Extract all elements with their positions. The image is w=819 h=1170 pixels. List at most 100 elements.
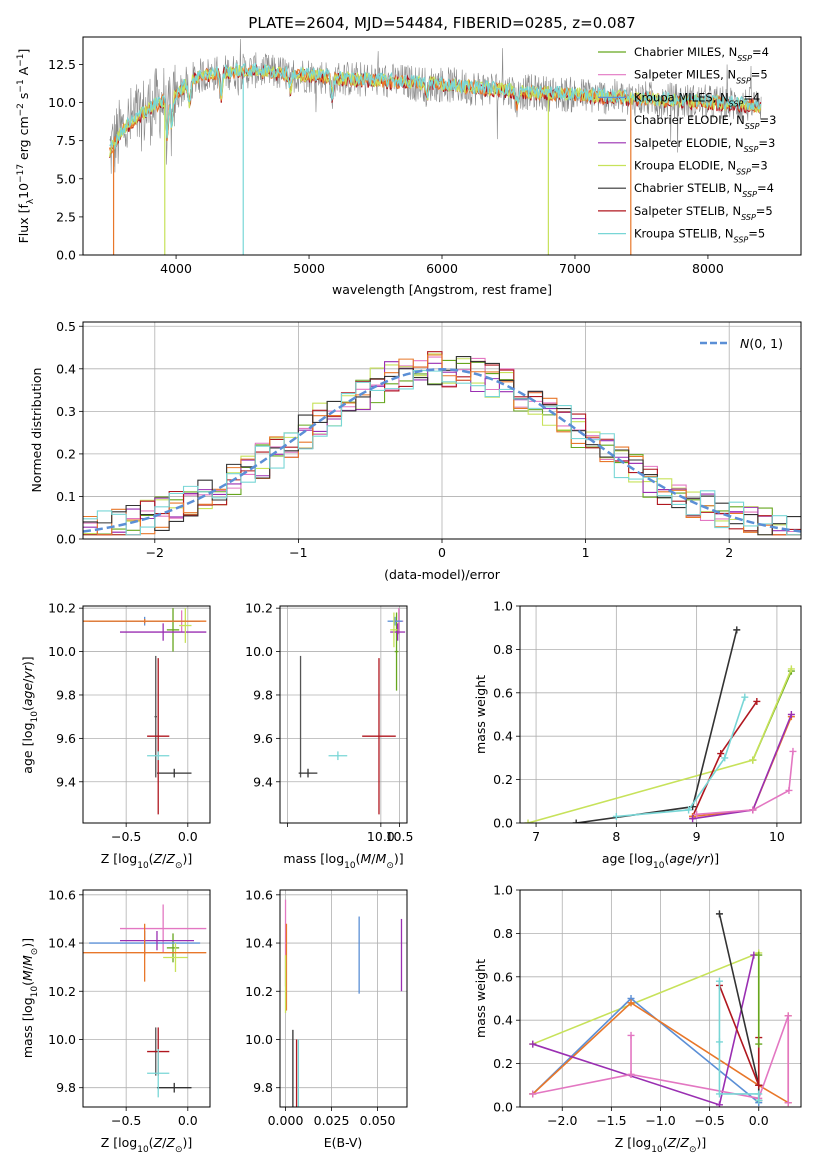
- x-tick-label: 1: [582, 545, 590, 560]
- y-tick-label: 0.4: [493, 729, 513, 744]
- data-marker: [529, 1040, 537, 1048]
- grid: [83, 606, 210, 823]
- data-marker: [785, 786, 793, 794]
- mass-vs-ebv-panel: 0.000 0.025 0.050 9.8 10.0 10.2 10.4 10.6 E(B-V): [245, 887, 408, 1150]
- plot-area: [524, 626, 797, 823]
- data-marker: [741, 693, 749, 701]
- y-tick-label: 10.2: [48, 984, 76, 999]
- label-part: )]: [709, 851, 719, 866]
- y-tick-label: 10.0: [48, 1032, 76, 1047]
- x-tick-label: 0.025: [314, 1113, 350, 1128]
- label-part: /: [20, 678, 35, 683]
- x-tick-label: 10.5: [386, 829, 414, 844]
- label-part: yr: [696, 851, 710, 866]
- x-axis-label: wavelength [Angstrom, rest frame]: [332, 282, 552, 297]
- x-tick-label: 0.050: [360, 1113, 396, 1128]
- label-part: M: [20, 955, 35, 966]
- x-tick-label: 6000: [426, 261, 458, 276]
- label-part: 10: [30, 986, 40, 998]
- y-tick-label: 10.2: [48, 601, 76, 616]
- x-tick-label: −0.5: [111, 829, 141, 844]
- legend-label: Kroupa STELIB, NSSP=5: [634, 227, 765, 245]
- y-tick-label: 0.8: [493, 642, 513, 657]
- plot-area: [284, 899, 403, 1107]
- legend-sub: SSP: [729, 99, 744, 108]
- plot-area: [83, 904, 207, 1098]
- label-part: (: [20, 706, 35, 711]
- label-part: Z: [679, 1135, 689, 1150]
- y-tick-label: 1.0: [493, 599, 513, 614]
- legend-label: Salpeter STELIB, NSSP=5: [634, 204, 773, 222]
- label-part: 10: [137, 1145, 149, 1155]
- y-tick-label: 10.4: [245, 936, 273, 951]
- label-part: )]: [20, 938, 35, 948]
- axes-frame: [279, 889, 408, 1108]
- y-tick-label: 0.4: [493, 1013, 513, 1028]
- x-tick-label: 8: [612, 829, 620, 844]
- data-marker: [627, 999, 635, 1007]
- data-marker: [789, 747, 797, 755]
- label-part: ]: [16, 49, 31, 54]
- data-marker: [627, 1070, 635, 1078]
- legend-value: =5: [751, 68, 768, 82]
- y-tick-label: 0.0: [493, 1100, 513, 1115]
- label-part: Z [log: [101, 1135, 137, 1150]
- label-part: )]: [20, 656, 35, 666]
- data-marker: [787, 665, 795, 673]
- label-part: /: [162, 1135, 167, 1150]
- x-tick-label: 7: [532, 829, 540, 844]
- legend-value: =5: [748, 227, 765, 241]
- legend-sub: SSP: [741, 212, 756, 221]
- x-tick-label: 0.0: [749, 1113, 769, 1128]
- label-part: M: [376, 851, 387, 866]
- x-tick-label: 0: [438, 545, 446, 560]
- label-part: Z: [165, 1135, 175, 1150]
- plot-area: [83, 608, 207, 815]
- y-tick-label: 0.6: [493, 685, 513, 700]
- legend-sub: SSP: [736, 76, 751, 85]
- y-tick-label: 12.5: [48, 57, 76, 72]
- label-part: )]: [182, 851, 192, 866]
- legend-sub: SSP: [737, 54, 752, 63]
- legend-value: =3: [751, 159, 768, 173]
- x-axis-label: Z [log10(Z/Z⊙)]: [101, 1135, 193, 1155]
- data-marker: [755, 1096, 763, 1104]
- legend-text: Salpeter MILES, N: [634, 68, 736, 82]
- legend-sub: SSP: [744, 144, 759, 153]
- data-marker: [715, 977, 723, 985]
- residual-histogram-panel: −2 −1 0 1 2 0.0 0.1 0.2 0.3 0.4 0.5 N(0, 1) (data-mo…: [29, 319, 802, 582]
- data-marker: [627, 1031, 635, 1039]
- x-tick-label: −0.5: [694, 1113, 724, 1128]
- x-tick-label: −0.5: [111, 1113, 141, 1128]
- legend-text: Kroupa STELIB, N: [634, 227, 734, 241]
- grid: [280, 606, 407, 823]
- x-tick-label: −2: [146, 545, 164, 560]
- label-part: age [log: [602, 851, 653, 866]
- plot-area: [83, 351, 801, 536]
- label-part: −17: [16, 164, 26, 183]
- data-marker: [721, 754, 729, 762]
- label-part: M: [361, 851, 372, 866]
- y-tick-label: 0.2: [493, 1056, 513, 1071]
- label-part: ⊙: [30, 948, 40, 956]
- label-part: erg cm: [16, 116, 31, 164]
- label-part: )]: [696, 1135, 706, 1150]
- data-marker: [787, 711, 795, 718]
- legend-label: Chabrier STELIB, NSSP=4: [634, 181, 774, 199]
- x-tick-label: 10: [769, 829, 785, 844]
- legend-text: Salpeter ELODIE, N: [634, 136, 744, 150]
- label-part: (: [20, 981, 35, 986]
- label-part: 10: [30, 711, 40, 723]
- data-marker: [524, 819, 532, 823]
- label-part: (: [149, 1135, 154, 1150]
- age-vs-metallicity-panel: −0.5 0.09.49.69.810.010.2Z [log10(Z/Z⊙)]a…: [20, 601, 211, 871]
- y-tick-label: 0.8: [493, 926, 513, 941]
- data-marker: [753, 697, 761, 705]
- y-tick-label: 9.8: [253, 1080, 273, 1095]
- label-part: mass [log: [283, 851, 344, 866]
- y-tick-label: 10.0: [245, 644, 273, 659]
- legend-label: N(0, 1): [740, 336, 783, 351]
